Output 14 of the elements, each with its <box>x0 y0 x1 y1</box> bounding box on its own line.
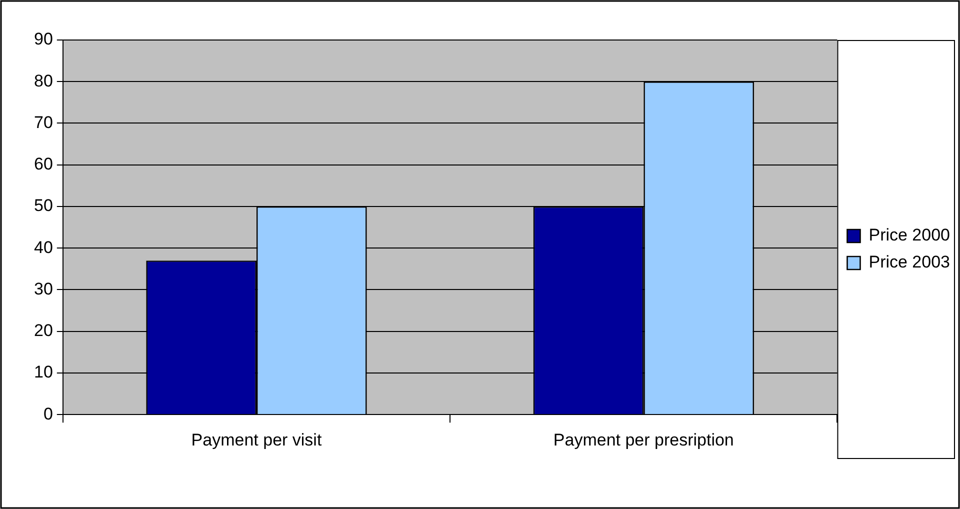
y-tick-label: 30 <box>34 279 53 298</box>
y-tick-label: 60 <box>34 154 53 174</box>
y-tick-label: 50 <box>34 196 53 216</box>
y-tick-label: 70 <box>34 112 53 132</box>
y-tick-label: 80 <box>34 71 53 90</box>
y-tick-label: 10 <box>34 362 53 382</box>
legend-label: Price 2000 <box>868 226 950 245</box>
x-tick-label: Payment per visit <box>191 430 322 450</box>
y-tick-label: 0 <box>43 404 53 424</box>
y-tick-label: 90 <box>34 30 53 49</box>
legend-label: Price 2003 <box>868 252 950 272</box>
x-tick-label: Payment per presription <box>553 430 734 450</box>
y-tick-label: 40 <box>34 238 53 257</box>
y-tick-label: 20 <box>34 321 53 340</box>
